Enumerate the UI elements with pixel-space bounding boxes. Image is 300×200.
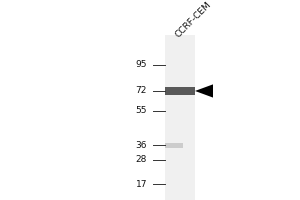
Text: 28: 28 [136, 155, 147, 164]
Text: 17: 17 [136, 180, 147, 189]
Text: CCRF-CEM: CCRF-CEM [174, 0, 213, 40]
Polygon shape [195, 84, 213, 98]
Text: 95: 95 [136, 60, 147, 69]
Bar [165, 35, 195, 200]
Text: 72: 72 [136, 86, 147, 95]
Bar [165, 143, 183, 148]
Bar [165, 87, 195, 95]
Text: 55: 55 [136, 106, 147, 115]
Text: 36: 36 [136, 141, 147, 150]
